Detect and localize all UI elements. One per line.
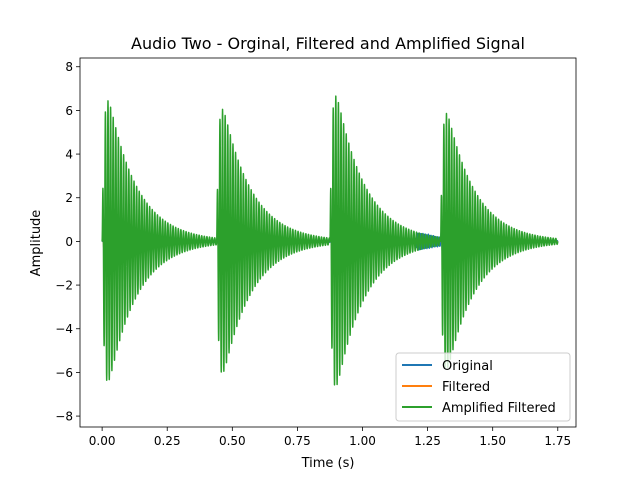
y-tick-label: 6 <box>65 104 73 118</box>
y-tick-label: −4 <box>55 322 73 336</box>
series-amplified-filtered <box>101 95 559 386</box>
y-axis-label: Amplitude <box>29 210 44 277</box>
y-tick-label: 8 <box>65 60 73 74</box>
legend-label-original: Original <box>442 359 493 374</box>
y-tick-label: −6 <box>55 366 73 380</box>
y-axis: −8 −6 −4 −2 0 2 4 6 8 <box>55 60 80 424</box>
y-tick-label: 2 <box>65 191 73 205</box>
legend-label-amplified-filtered: Amplified Filtered <box>442 401 556 416</box>
x-tick-label: 0.75 <box>284 434 311 448</box>
x-tick-label: 0.00 <box>89 434 116 448</box>
chart-title: Audio Two - Orginal, Filtered and Amplif… <box>131 34 525 53</box>
legend-label-filtered: Filtered <box>442 380 490 395</box>
x-axis: 0.00 0.25 0.50 0.75 1.00 1.25 1.50 1.75 <box>89 427 571 448</box>
y-tick-label: −2 <box>55 279 73 293</box>
legend: Original Filtered Amplified Filtered <box>395 352 571 422</box>
x-tick-label: 1.25 <box>414 434 441 448</box>
y-tick-label: 4 <box>65 148 73 162</box>
series-layer <box>101 95 559 386</box>
y-tick-label: −8 <box>55 410 73 424</box>
legend-frame <box>395 352 571 422</box>
x-axis-label: Time (s) <box>301 456 355 471</box>
x-tick-label: 1.00 <box>349 434 376 448</box>
x-tick-label: 1.50 <box>479 434 506 448</box>
x-tick-label: 0.50 <box>219 434 246 448</box>
y-tick-label: 0 <box>65 235 73 249</box>
x-tick-label: 1.75 <box>544 434 571 448</box>
plot-frame <box>79 57 577 428</box>
x-tick-label: 0.25 <box>154 434 181 448</box>
